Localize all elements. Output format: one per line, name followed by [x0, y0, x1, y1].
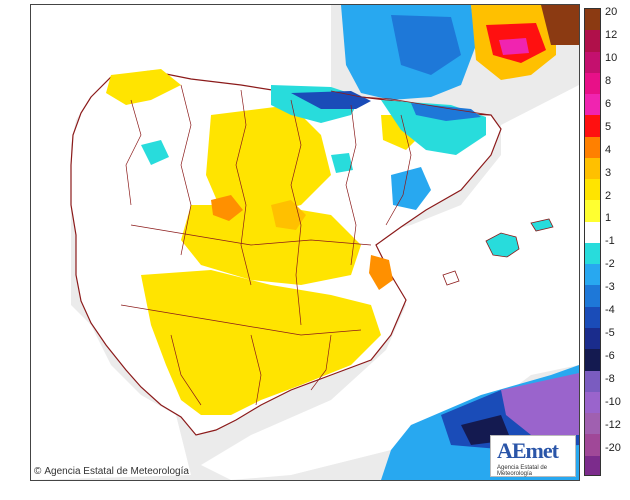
warm-anomaly-areas — [106, 69, 421, 415]
legend-value-label: -1 — [605, 235, 615, 248]
legend-value-label: -4 — [605, 304, 615, 317]
legend-value-label: 3 — [605, 166, 612, 179]
cool-patch-pyrenees-core — [411, 103, 481, 121]
france-anomaly-areas — [341, 5, 579, 100]
ibiza — [442, 270, 460, 286]
legend-swatch — [585, 391, 600, 414]
legend-value-label: -20 — [605, 441, 621, 454]
warm-patch-valencia — [369, 255, 393, 290]
balearic-islands — [442, 218, 554, 286]
menorca — [530, 218, 554, 232]
legend-color-bar — [584, 8, 601, 476]
cool-patch-north-west — [141, 140, 169, 165]
legend-value-label: 2 — [605, 189, 612, 202]
legend-swatch — [585, 72, 600, 95]
legend-swatch — [585, 9, 600, 31]
border-central-horizontal — [130, 224, 372, 246]
legend-swatch — [585, 285, 600, 307]
warm-patch-castilla — [206, 105, 331, 215]
legend-swatch — [585, 306, 600, 328]
very-cold-patch-algeria — [501, 373, 579, 435]
legend-swatch — [585, 455, 600, 475]
legend-swatch — [585, 349, 600, 371]
atlantic-sea — [31, 5, 331, 480]
hot-edge-alps — [541, 5, 579, 45]
legend-value-label: -6 — [605, 350, 615, 363]
aemet-logo-subtitle: Agencia Estatal de Meteorología — [497, 465, 548, 477]
cool-patch-france-core — [391, 15, 461, 75]
warm-patch-galicia — [106, 69, 181, 105]
map-canvas — [31, 5, 579, 480]
legend-value-label: 1 — [605, 212, 612, 225]
legend-value-label: 10 — [605, 51, 618, 64]
legend-swatch — [585, 30, 600, 52]
warm-patch-avila — [211, 195, 243, 221]
mediterranean-sea — [201, 85, 579, 480]
legend-swatch — [585, 51, 600, 73]
legend-swatch — [585, 200, 600, 222]
legend-value-label: 12 — [605, 28, 618, 41]
legend-swatch — [585, 157, 600, 180]
cool-anomaly-areas — [141, 85, 486, 210]
legend-value-label: -12 — [605, 418, 621, 431]
cool-patch-basque — [291, 91, 371, 109]
legend-swatch — [585, 221, 600, 243]
legend-swatch — [585, 370, 600, 392]
border-castilla-east — [290, 99, 302, 326]
legend-value-label: -10 — [605, 396, 621, 408]
warm-patch-centre — [181, 205, 361, 285]
cool-patch-ebro — [391, 167, 431, 210]
legend-swatch — [585, 434, 600, 456]
credit-text: Agencia Estatal de Meteorología — [44, 466, 189, 477]
legend-swatch — [585, 136, 600, 158]
border-france — [330, 90, 492, 116]
legend-swatch — [585, 413, 600, 435]
legend-value-label: -3 — [605, 281, 615, 294]
border-andalusia-centre — [250, 334, 262, 406]
border-galicia — [125, 99, 142, 206]
legend-swatch — [585, 264, 600, 286]
legend-value-label: -2 — [605, 258, 615, 271]
color-legend: 20 12 10 8 6 5 4 3 2 1 -1 -2 -3 -4 -5 -6 -8 -10 -12 -20 — [584, 6, 628, 476]
border-leon — [180, 84, 192, 256]
legend-swatch — [585, 327, 600, 350]
temperature-anomaly-map[interactable] — [30, 4, 580, 481]
legend-value-label: -8 — [605, 373, 615, 386]
legend-swatch — [585, 94, 600, 116]
warm-patch-madrid — [271, 200, 306, 230]
border-south-horizontal — [120, 304, 362, 336]
aemet-logo-text: AEmet — [497, 438, 559, 463]
copyright-icon: © — [34, 466, 42, 477]
border-castilla-west — [235, 89, 252, 286]
border-catalonia — [385, 114, 412, 226]
warm-patch-south — [141, 270, 381, 415]
legend-value-label: 6 — [605, 97, 612, 110]
legend-value-label: 8 — [605, 74, 612, 87]
legend-value-label: -5 — [605, 327, 615, 340]
border-andalusia-west — [170, 334, 202, 406]
mallorca — [485, 232, 520, 258]
legend-swatch — [585, 242, 600, 265]
legend-swatch — [585, 115, 600, 137]
hot-core-alps — [499, 38, 529, 55]
legend-value-label: 4 — [605, 143, 612, 156]
border-andalusia-east — [310, 334, 332, 391]
legend-swatch — [585, 179, 600, 201]
border-aragon — [345, 104, 357, 266]
legend-value-label: 5 — [605, 120, 612, 133]
agency-credit: © Agencia Estatal de Meteorología — [34, 466, 189, 477]
legend-value-label: 20 — [605, 6, 618, 18]
province-borders — [120, 84, 492, 406]
aemet-logo: AEmet Agencia Estatal de Meteorología — [490, 435, 576, 477]
cool-patch-soria — [331, 153, 353, 173]
